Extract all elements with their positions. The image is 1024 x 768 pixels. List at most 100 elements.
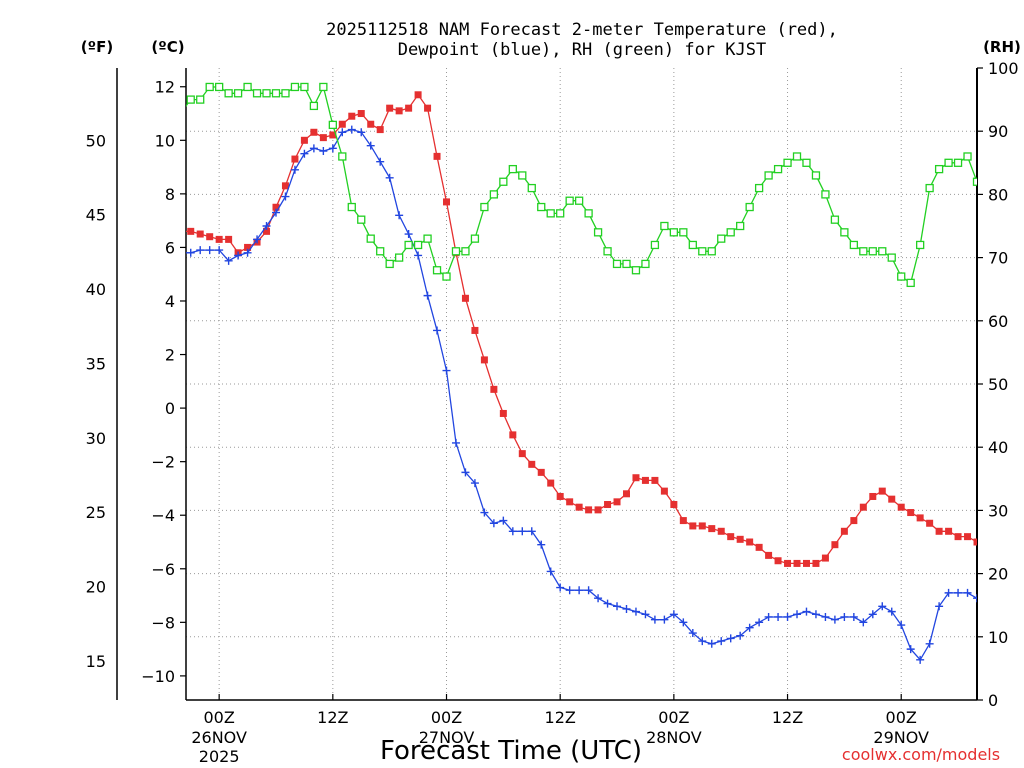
rh-point: [565, 196, 574, 205]
temperature-point: [187, 227, 195, 235]
temperature-point: [509, 431, 517, 439]
rh-point: [906, 278, 915, 288]
rh-point: [159, 121, 166, 128]
dewpoint-point: [698, 637, 707, 646]
temperature-point: [746, 538, 754, 546]
year-label: 2025: [199, 747, 240, 766]
credit-text: coolwx.com/models: [842, 745, 1000, 764]
temperature-point: [651, 476, 659, 484]
celsius-unit-label: (ºC): [151, 38, 184, 56]
rh-point: [736, 221, 745, 231]
rh-point: [461, 247, 470, 256]
dewpoint-point: [594, 594, 603, 603]
rh-point: [897, 272, 906, 281]
rh-point: [878, 247, 887, 256]
temperature-point: [159, 223, 166, 230]
rh-point: [821, 190, 830, 199]
rh-point: [764, 171, 773, 180]
temperature-point: [168, 225, 175, 232]
rh-point: [205, 82, 214, 92]
fahrenheit-ticks: 50 45 40 35 30 25 20 15: [86, 131, 106, 671]
temperature-point: [291, 155, 299, 163]
dewpoint-point: [376, 157, 385, 166]
time-tick-label: 12Z: [545, 708, 576, 727]
temperature-point: [480, 356, 488, 364]
dewpoint-point: [774, 612, 783, 621]
dewpoint-point: [366, 141, 375, 150]
fahrenheit-tick-label: 35: [86, 354, 106, 373]
rh-point: [641, 259, 650, 269]
dewpoint-point: [186, 248, 195, 257]
dewpoint-point: [859, 618, 868, 627]
temperature-point: [793, 559, 801, 567]
dewpoint-point: [944, 588, 953, 597]
dewpoint-point: [954, 588, 963, 597]
temperature-point: [755, 543, 763, 551]
dewpoint-line: [186, 128, 977, 661]
rh-tick-label: 70: [988, 249, 1008, 268]
rh-point: [972, 177, 977, 186]
dewpoint-point: [650, 615, 659, 624]
rh-point: [442, 272, 451, 281]
rh-point: [328, 120, 337, 130]
rh-point: [612, 259, 622, 269]
dewpoint-point: [793, 610, 802, 619]
temperature-point: [215, 235, 223, 243]
dewpoint-point: [935, 602, 944, 611]
dewpoint-point: [707, 639, 716, 648]
temperature-point: [831, 541, 839, 549]
fahrenheit-tick-label: 25: [86, 503, 106, 522]
dewpoint-point: [840, 612, 849, 621]
temperature-point: [907, 509, 915, 517]
dewpoint-point: [499, 516, 508, 525]
rh-point: [499, 177, 508, 186]
dewpoint-point: [887, 607, 896, 616]
temperature-point: [300, 136, 308, 144]
dewpoint-point: [537, 540, 546, 549]
rh-point: [745, 202, 754, 212]
dewpoint-point: [433, 326, 442, 335]
temperature-point: [802, 559, 810, 567]
fahrenheit-tick-label: 20: [86, 578, 106, 597]
temperature-point: [490, 385, 498, 393]
celsius-tick-label: 12: [155, 78, 175, 97]
dewpoint-point: [783, 612, 792, 621]
temperature-point: [622, 490, 630, 498]
rh-tick-label: 90: [988, 122, 1008, 141]
rh-point: [830, 215, 840, 224]
temperature-point: [888, 495, 896, 503]
temperature-point: [272, 203, 280, 211]
dewpoint-point: [688, 629, 697, 638]
temperature-point: [566, 498, 574, 506]
celsius-tick-label: 10: [155, 131, 175, 150]
temperature-point: [613, 498, 621, 506]
temperature-point: [244, 243, 252, 251]
rh-tick-label: 50: [988, 375, 1008, 394]
rh-point: [233, 89, 243, 98]
time-tick-label: 12Z: [772, 708, 803, 727]
rh-point: [347, 202, 356, 212]
temperature-point: [774, 557, 782, 565]
rh-point: [271, 89, 281, 98]
rh-point: [726, 228, 735, 237]
rh-series: [159, 82, 977, 288]
dewpoint-point: [745, 623, 754, 632]
temperature-point: [727, 533, 735, 541]
date-label: 29NOV: [873, 728, 929, 747]
x-axis-title: Forecast Time (UTC): [380, 736, 642, 766]
celsius-tick-label: −2: [151, 453, 175, 472]
dewpoint-point: [821, 612, 830, 621]
rh-point: [650, 240, 660, 250]
dewpoint-point: [196, 246, 205, 255]
rh-point: [423, 234, 432, 243]
temperature-point: [660, 487, 668, 495]
temperature-point: [821, 554, 829, 562]
rh-point: [262, 89, 271, 98]
dewpoint-series: [186, 125, 977, 664]
rh-point: [338, 152, 347, 161]
temperature-point: [973, 538, 977, 546]
rh-point: [224, 89, 233, 98]
rh-point: [840, 228, 849, 237]
